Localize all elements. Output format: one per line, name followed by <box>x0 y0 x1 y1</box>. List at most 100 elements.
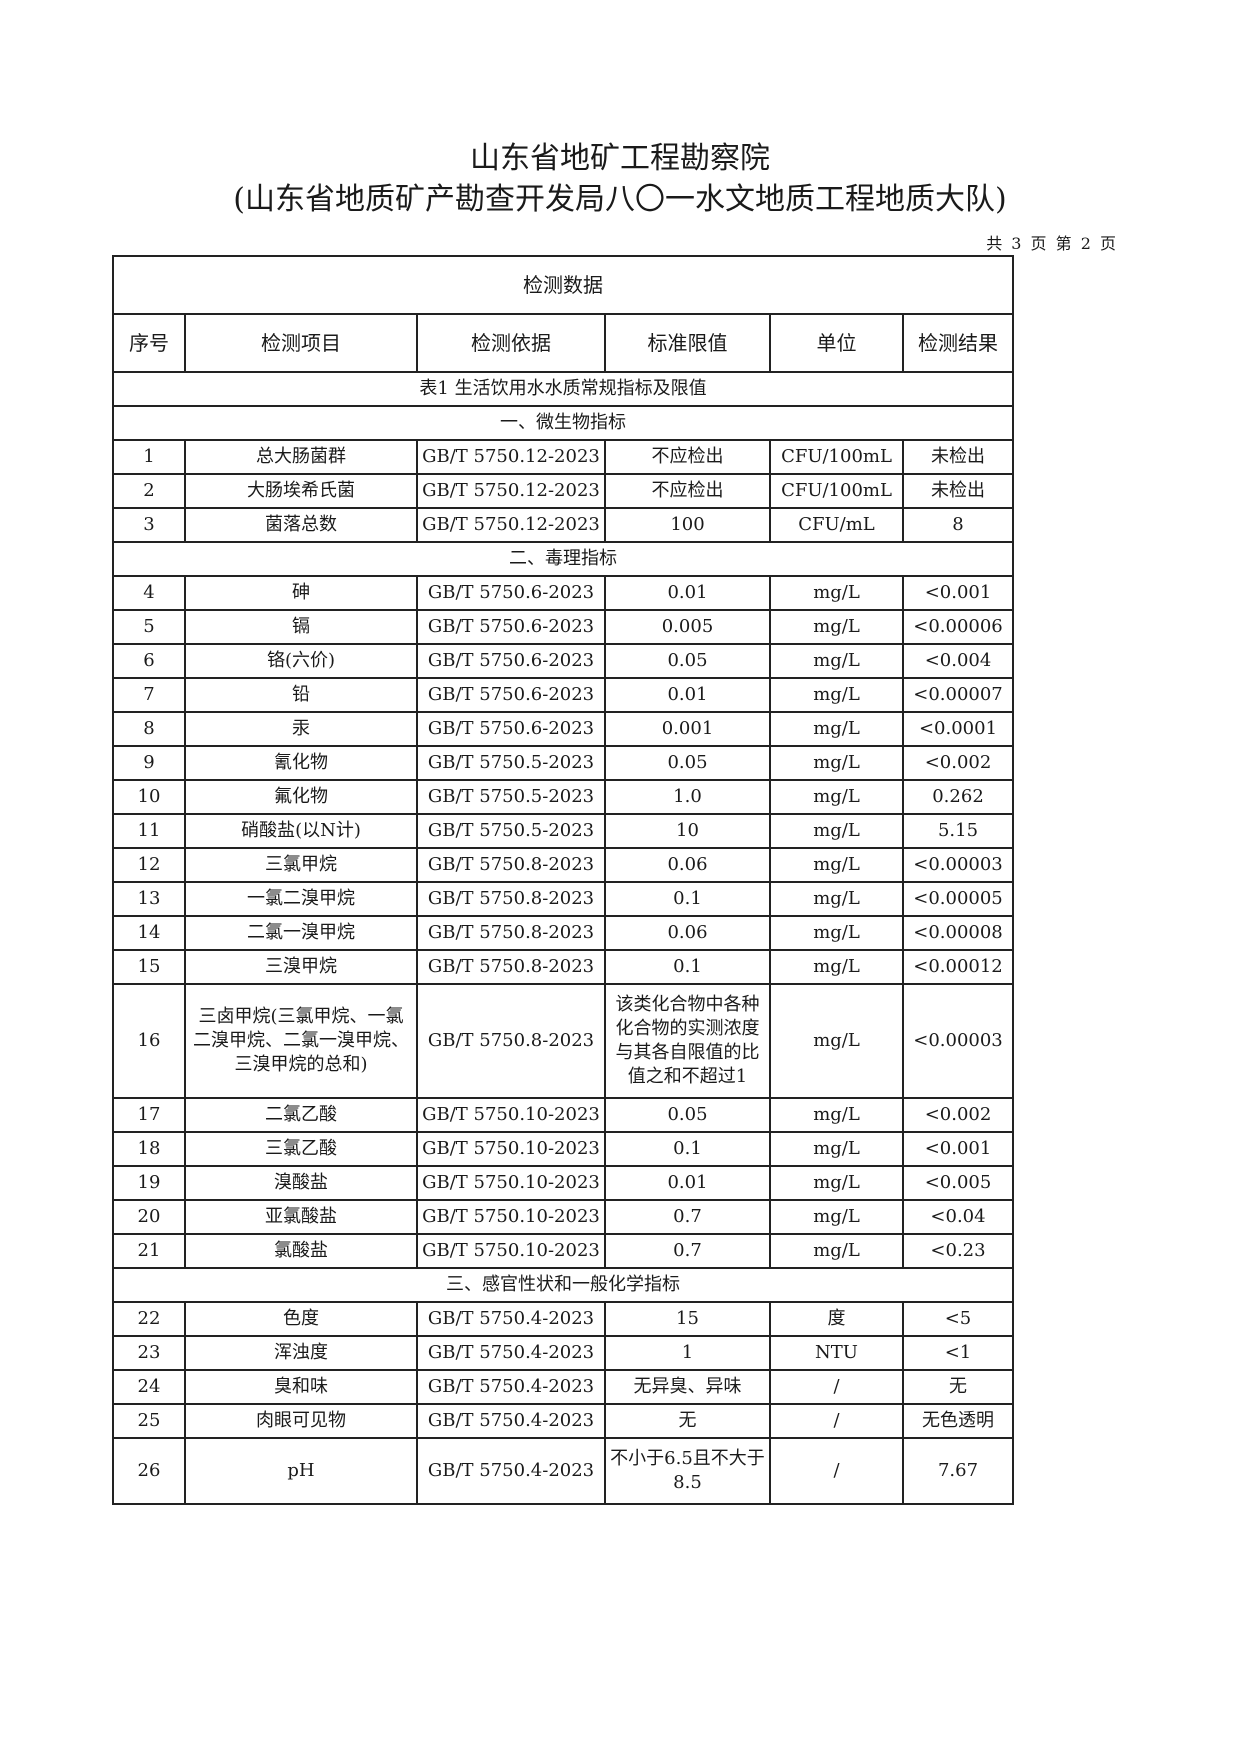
cell-result: 无 <box>902 1369 1014 1405</box>
table-row: 25 肉眼可见物 GB/T 5750.4-2023 无 / 无色透明 <box>112 1403 1014 1439</box>
cell-method: GB/T 5750.6-2023 <box>416 643 606 679</box>
cell-item: 菌落总数 <box>184 507 418 543</box>
column-header: 标准限值 <box>604 313 771 373</box>
cell-method: GB/T 5750.5-2023 <box>416 813 606 849</box>
cell-result: <0.00007 <box>902 677 1014 713</box>
cell-limit: 15 <box>604 1301 771 1337</box>
table-row: 26 pH GB/T 5750.4-2023 不小于6.5且不大于8.5/7.67 <box>112 1437 1014 1505</box>
cell-unit: mg/L <box>769 1165 904 1201</box>
cell-item: 臭和味 <box>184 1369 418 1405</box>
column-header: 检测结果 <box>902 313 1014 373</box>
cell-seq: 20 <box>112 1199 186 1235</box>
cell-method: GB/T 5750.10-2023 <box>416 1131 606 1167</box>
cell-method: GB/T 5750.8-2023 <box>416 949 606 985</box>
table-row: 15 三溴甲烷 GB/T 5750.8-2023 0.1 mg/L <0.00012 <box>112 949 1014 985</box>
cell-limit: 无 <box>604 1403 771 1439</box>
cell-result: <0.001 <box>902 1131 1014 1167</box>
cell-unit: / <box>769 1437 904 1505</box>
cell-unit: / <box>769 1403 904 1439</box>
cell-limit: 0.05 <box>604 643 771 679</box>
org-subtitle: (山东省地质矿产勘查开发局八〇一水文地质工程地质大队) <box>233 182 1007 217</box>
table-row: 8 汞 GB/T 5750.6-2023 0.001 mg/L <0.0001 <box>112 711 1014 747</box>
cell-item: 镉 <box>184 609 418 645</box>
table-row: 5 镉 GB/T 5750.6-2023 0.005 mg/L <0.00006 <box>112 609 1014 645</box>
cell-unit: NTU <box>769 1335 904 1371</box>
table-row: 24 臭和味 GB/T 5750.4-2023 无异臭、异味 / 无 <box>112 1369 1014 1405</box>
cell-result: <0.00005 <box>902 881 1014 917</box>
table-row: 19 溴酸盐 GB/T 5750.10-2023 0.01 mg/L <0.005 <box>112 1165 1014 1201</box>
cell-seq: 3 <box>112 507 186 543</box>
cell-method: GB/T 5750.10-2023 <box>416 1097 606 1133</box>
cell-method: GB/T 5750.10-2023 <box>416 1199 606 1235</box>
cell-result: <0.23 <box>902 1233 1014 1269</box>
cell-item: 硝酸盐(以N计) <box>184 813 418 849</box>
cell-limit: 0.01 <box>604 1165 771 1201</box>
cell-unit: 度 <box>769 1301 904 1337</box>
cell-seq: 24 <box>112 1369 186 1405</box>
table-row: 22 色度 GB/T 5750.4-2023 15 度 <5 <box>112 1301 1014 1337</box>
cell-item: 三溴甲烷 <box>184 949 418 985</box>
cell-limit: 0.7 <box>604 1199 771 1235</box>
cell-method: GB/T 5750.6-2023 <box>416 609 606 645</box>
cell-seq: 16 <box>112 983 186 1099</box>
cell-unit: CFU/mL <box>769 507 904 543</box>
cell-result: <0.0001 <box>902 711 1014 747</box>
cell-result: <0.004 <box>902 643 1014 679</box>
cell-limit: 1 <box>604 1335 771 1371</box>
column-header: 序号 <box>112 313 186 373</box>
cell-seq: 26 <box>112 1437 186 1505</box>
cell-seq: 11 <box>112 813 186 849</box>
table-row: 13 一氯二溴甲烷 GB/T 5750.8-2023 0.1 mg/L <0.00005 <box>112 881 1014 917</box>
cell-limit: 0.001 <box>604 711 771 747</box>
table-row: 7 铅 GB/T 5750.6-2023 0.01 mg/L <0.00007 <box>112 677 1014 713</box>
cell-seq: 5 <box>112 609 186 645</box>
cell-item: 溴酸盐 <box>184 1165 418 1201</box>
cell-unit: mg/L <box>769 847 904 883</box>
cell-seq: 4 <box>112 575 186 611</box>
table-row: 17 二氯乙酸 GB/T 5750.10-2023 0.05 mg/L <0.002 <box>112 1097 1014 1133</box>
column-header: 单位 <box>769 313 904 373</box>
cell-limit: 0.05 <box>604 1097 771 1133</box>
section-title: 三、感官性状和一般化学指标 <box>112 1267 1014 1303</box>
cell-result: 0.262 <box>902 779 1014 815</box>
cell-unit: mg/L <box>769 1131 904 1167</box>
section-title: 表1 生活饮用水水质常规指标及限值 <box>112 371 1014 407</box>
cell-item: 汞 <box>184 711 418 747</box>
cell-unit: mg/L <box>769 881 904 917</box>
table-row: 14 二氯一溴甲烷 GB/T 5750.8-2023 0.06 mg/L <0.00008 <box>112 915 1014 951</box>
cell-seq: 15 <box>112 949 186 985</box>
cell-seq: 7 <box>112 677 186 713</box>
cell-seq: 23 <box>112 1335 186 1371</box>
column-headers: 序号 检测项目 检测依据 标准限值 单位 检测结果 <box>112 313 1014 373</box>
cell-result: 未检出 <box>902 473 1014 509</box>
cell-method: GB/T 5750.5-2023 <box>416 779 606 815</box>
cell-seq: 17 <box>112 1097 186 1133</box>
cell-method: GB/T 5750.4-2023 <box>416 1301 606 1337</box>
cell-limit: 0.01 <box>604 575 771 611</box>
cell-result: 7.67 <box>902 1437 1014 1505</box>
cell-item: pH <box>184 1437 418 1505</box>
cell-result: <0.002 <box>902 1097 1014 1133</box>
cell-limit: 0.7 <box>604 1233 771 1269</box>
cell-result: <0.00003 <box>902 847 1014 883</box>
cell-item: 氯酸盐 <box>184 1233 418 1269</box>
cell-limit: 0.01 <box>604 677 771 713</box>
cell-seq: 1 <box>112 439 186 475</box>
section-row: 三、感官性状和一般化学指标 <box>112 1267 1014 1303</box>
cell-method: GB/T 5750.8-2023 <box>416 847 606 883</box>
cell-method: GB/T 5750.12-2023 <box>416 439 606 475</box>
cell-unit: mg/L <box>769 779 904 815</box>
cell-unit: mg/L <box>769 949 904 985</box>
cell-result: <0.04 <box>902 1199 1014 1235</box>
table-row: 11 硝酸盐(以N计) GB/T 5750.5-2023 10 mg/L 5.15 <box>112 813 1014 849</box>
cell-item: 砷 <box>184 575 418 611</box>
cell-seq: 2 <box>112 473 186 509</box>
cell-method: GB/T 5750.10-2023 <box>416 1233 606 1269</box>
cell-item: 亚氯酸盐 <box>184 1199 418 1235</box>
cell-seq: 9 <box>112 745 186 781</box>
cell-seq: 14 <box>112 915 186 951</box>
column-header: 检测项目 <box>184 313 418 373</box>
cell-item: 铅 <box>184 677 418 713</box>
table-row: 20 亚氯酸盐 GB/T 5750.10-2023 0.7 mg/L <0.04 <box>112 1199 1014 1235</box>
cell-limit: 10 <box>604 813 771 849</box>
